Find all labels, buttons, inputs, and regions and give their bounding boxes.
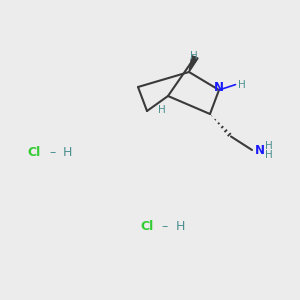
Text: N: N <box>214 81 224 94</box>
Text: H: H <box>265 141 272 152</box>
Text: H: H <box>158 105 165 116</box>
Text: N: N <box>254 143 265 157</box>
Text: H: H <box>265 150 272 161</box>
Text: H: H <box>190 51 197 62</box>
Text: H: H <box>63 146 72 160</box>
Text: H: H <box>175 220 185 233</box>
Text: –: – <box>162 220 168 233</box>
Text: Cl: Cl <box>140 220 154 233</box>
Text: –: – <box>50 146 56 160</box>
Text: Cl: Cl <box>28 146 41 160</box>
Text: H: H <box>238 80 245 90</box>
Polygon shape <box>189 56 198 72</box>
